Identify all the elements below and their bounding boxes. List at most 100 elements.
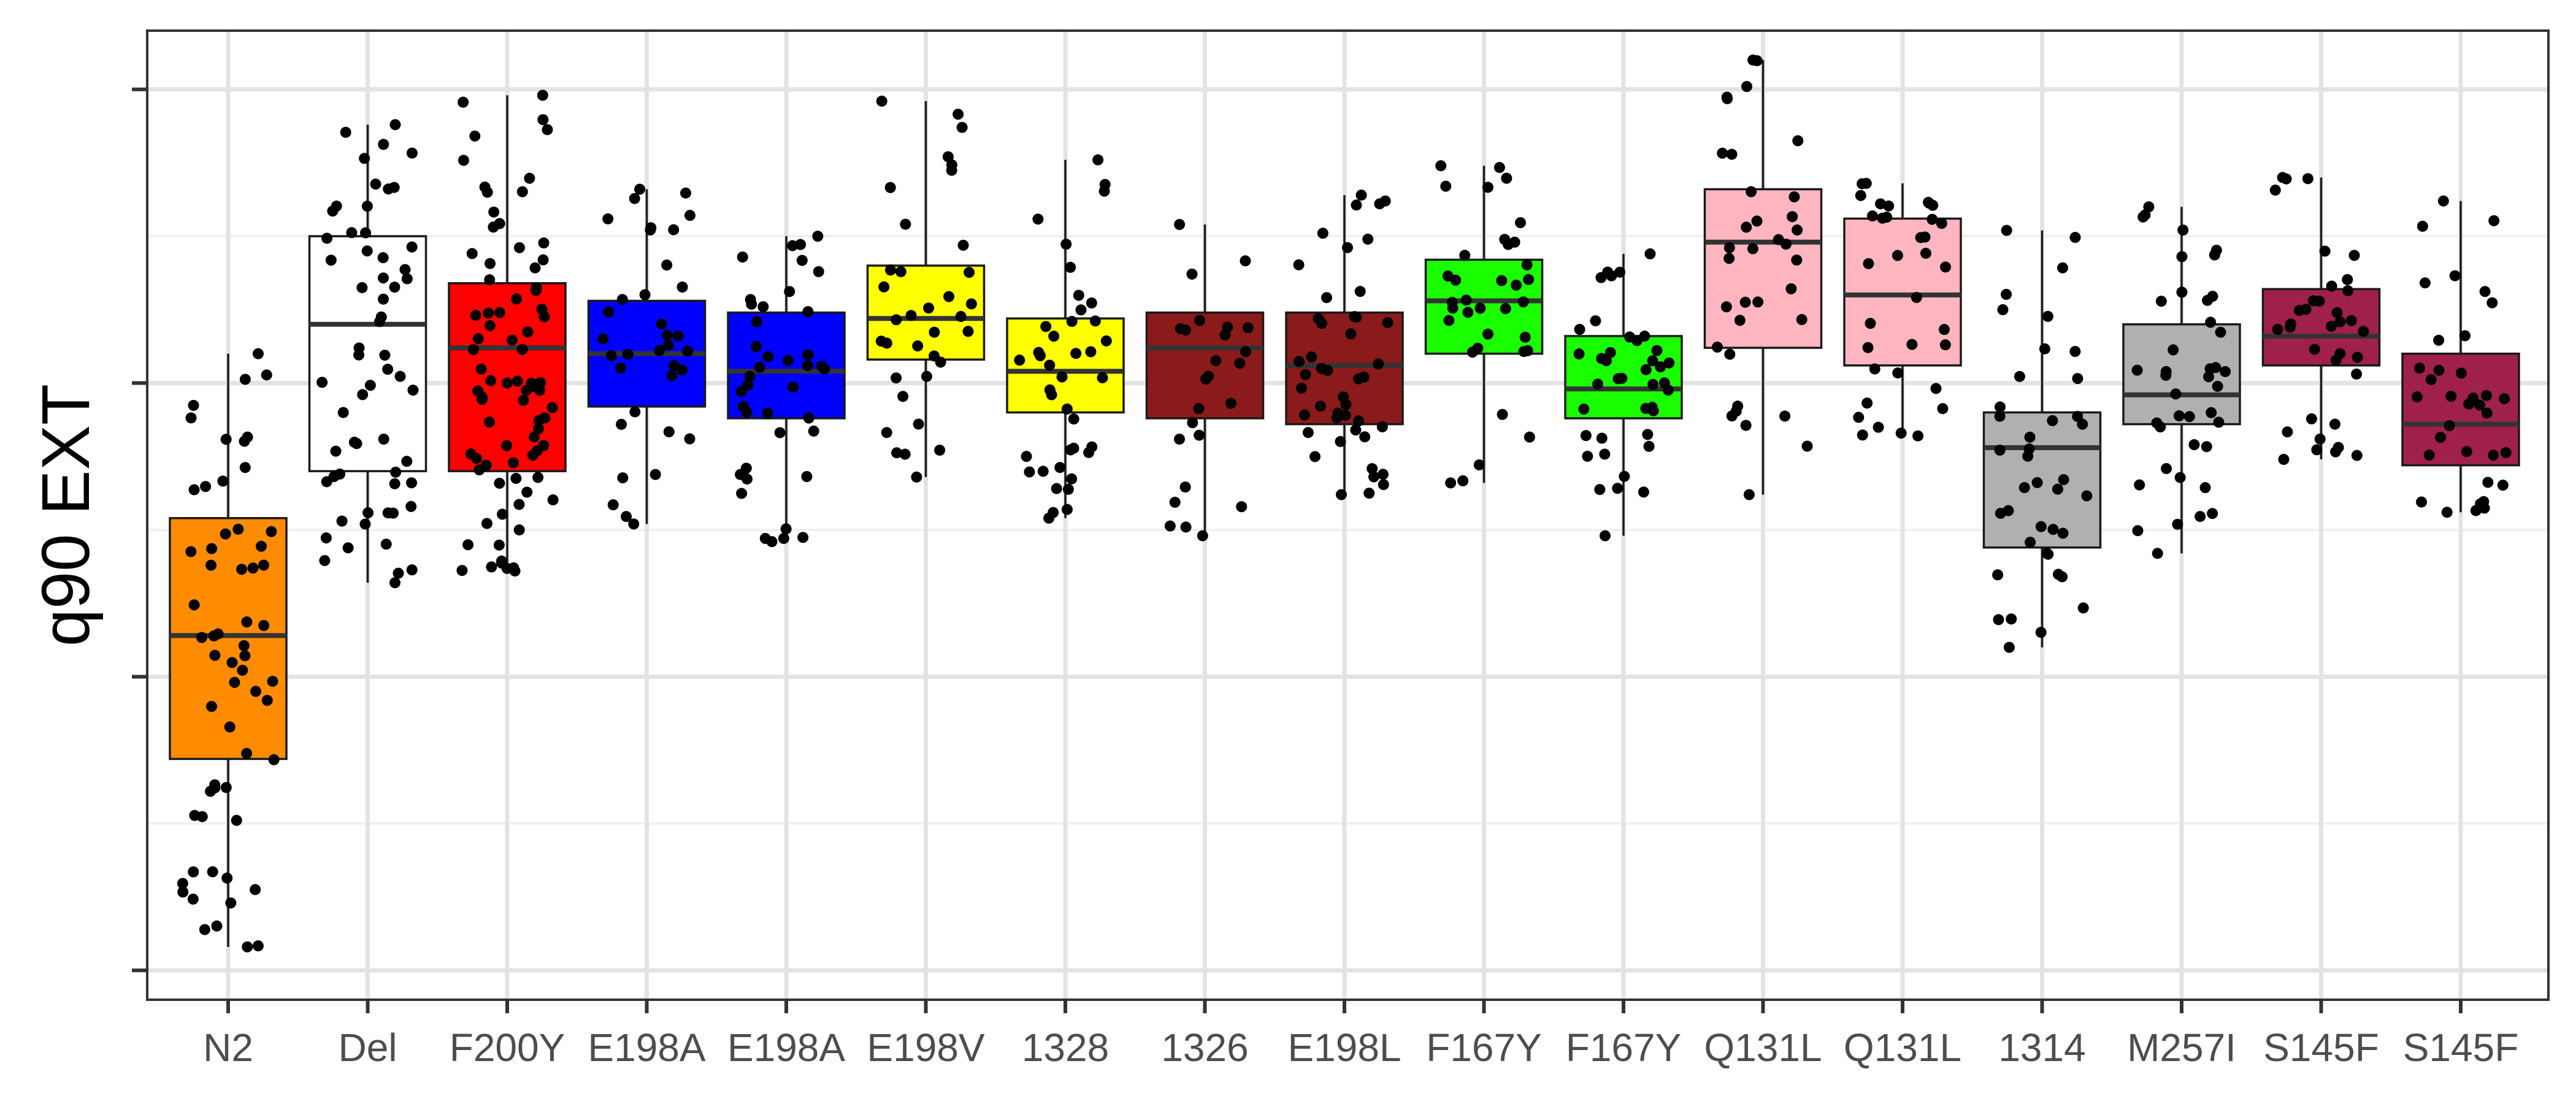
data-point <box>320 532 332 544</box>
data-point <box>899 448 911 460</box>
data-point <box>616 418 627 430</box>
data-point <box>1234 358 1246 369</box>
data-point <box>1640 364 1652 375</box>
data-point <box>808 425 819 437</box>
x-tick-label: E198L <box>1287 1025 1401 1070</box>
data-point <box>1734 315 1746 326</box>
data-point <box>891 314 902 326</box>
data-point <box>1646 402 1658 413</box>
data-point <box>1066 316 1078 328</box>
data-point <box>470 453 482 464</box>
data-point <box>2176 251 2188 263</box>
data-point <box>629 193 640 204</box>
data-point <box>645 224 656 236</box>
data-point <box>220 528 231 540</box>
data-point <box>537 90 548 101</box>
data-point <box>359 518 371 530</box>
data-point <box>1638 486 1649 498</box>
data-point <box>650 469 661 480</box>
data-point <box>211 920 223 932</box>
data-point <box>2342 285 2354 297</box>
data-point <box>1724 348 1736 360</box>
data-point <box>185 546 197 558</box>
data-point <box>1351 199 1362 211</box>
data-point <box>1051 483 1062 494</box>
data-point <box>1746 186 1757 197</box>
data-point <box>531 282 542 293</box>
data-point <box>965 298 977 310</box>
data-point <box>1752 296 1764 308</box>
data-point <box>1070 348 1082 359</box>
data-point <box>878 281 890 293</box>
data-point <box>616 294 628 305</box>
data-point <box>2482 477 2494 488</box>
data-point <box>1936 218 1947 229</box>
data-point <box>2486 297 2498 309</box>
data-point <box>1647 355 1658 367</box>
x-tick-label: N2 <box>203 1025 253 1070</box>
data-point <box>1459 250 1471 261</box>
data-point <box>2449 270 2461 282</box>
data-point <box>389 478 401 489</box>
data-point <box>2444 420 2455 432</box>
data-point <box>1164 520 1176 532</box>
data-point <box>2309 343 2320 355</box>
data-point <box>621 511 632 523</box>
data-point <box>239 374 251 385</box>
data-point <box>377 272 389 284</box>
data-point <box>188 484 200 496</box>
data-point <box>1048 507 1059 518</box>
data-point <box>2499 393 2510 405</box>
data-point <box>467 343 479 355</box>
data-point <box>325 255 337 266</box>
data-point <box>875 335 887 347</box>
data-point <box>239 462 251 473</box>
data-point <box>617 472 629 484</box>
data-point <box>486 561 497 573</box>
data-point <box>370 178 381 190</box>
data-point <box>2433 364 2445 376</box>
data-point <box>964 267 975 278</box>
data-point <box>2201 441 2212 453</box>
data-point <box>1373 358 1384 370</box>
data-point <box>661 259 673 271</box>
data-point <box>1298 409 1310 421</box>
data-point <box>236 564 248 575</box>
data-point <box>1169 496 1181 508</box>
data-point <box>542 124 553 136</box>
data-point <box>1066 473 1078 485</box>
data-point <box>1642 429 1654 440</box>
data-point <box>1435 160 1447 172</box>
data-point <box>357 389 369 401</box>
data-point <box>1014 355 1025 366</box>
data-point <box>1862 342 1874 353</box>
data-point <box>456 565 468 577</box>
data-point <box>261 369 272 381</box>
x-tick-label: E198A <box>727 1025 845 1070</box>
data-point <box>466 248 478 259</box>
data-point <box>677 282 688 293</box>
data-point <box>913 418 924 430</box>
data-point <box>897 391 909 402</box>
data-point <box>2203 371 2215 383</box>
data-point <box>876 95 887 107</box>
data-point <box>221 872 233 884</box>
data-point <box>2039 343 2050 355</box>
data-point <box>1180 521 1192 533</box>
data-point <box>622 348 634 360</box>
data-point <box>1912 430 1924 442</box>
data-point <box>356 282 368 293</box>
data-point <box>1940 261 1952 273</box>
data-point <box>2441 507 2453 518</box>
data-point <box>603 306 615 318</box>
data-point <box>2500 447 2512 458</box>
box-iqr <box>1843 217 1962 367</box>
x-tick-label: F167Y <box>1426 1025 1542 1070</box>
data-point <box>1035 350 1046 361</box>
data-point <box>458 96 469 108</box>
data-point <box>480 459 492 471</box>
data-point <box>1938 324 1950 335</box>
data-point <box>2333 442 2344 453</box>
data-point <box>2134 479 2145 491</box>
data-point <box>188 599 200 611</box>
